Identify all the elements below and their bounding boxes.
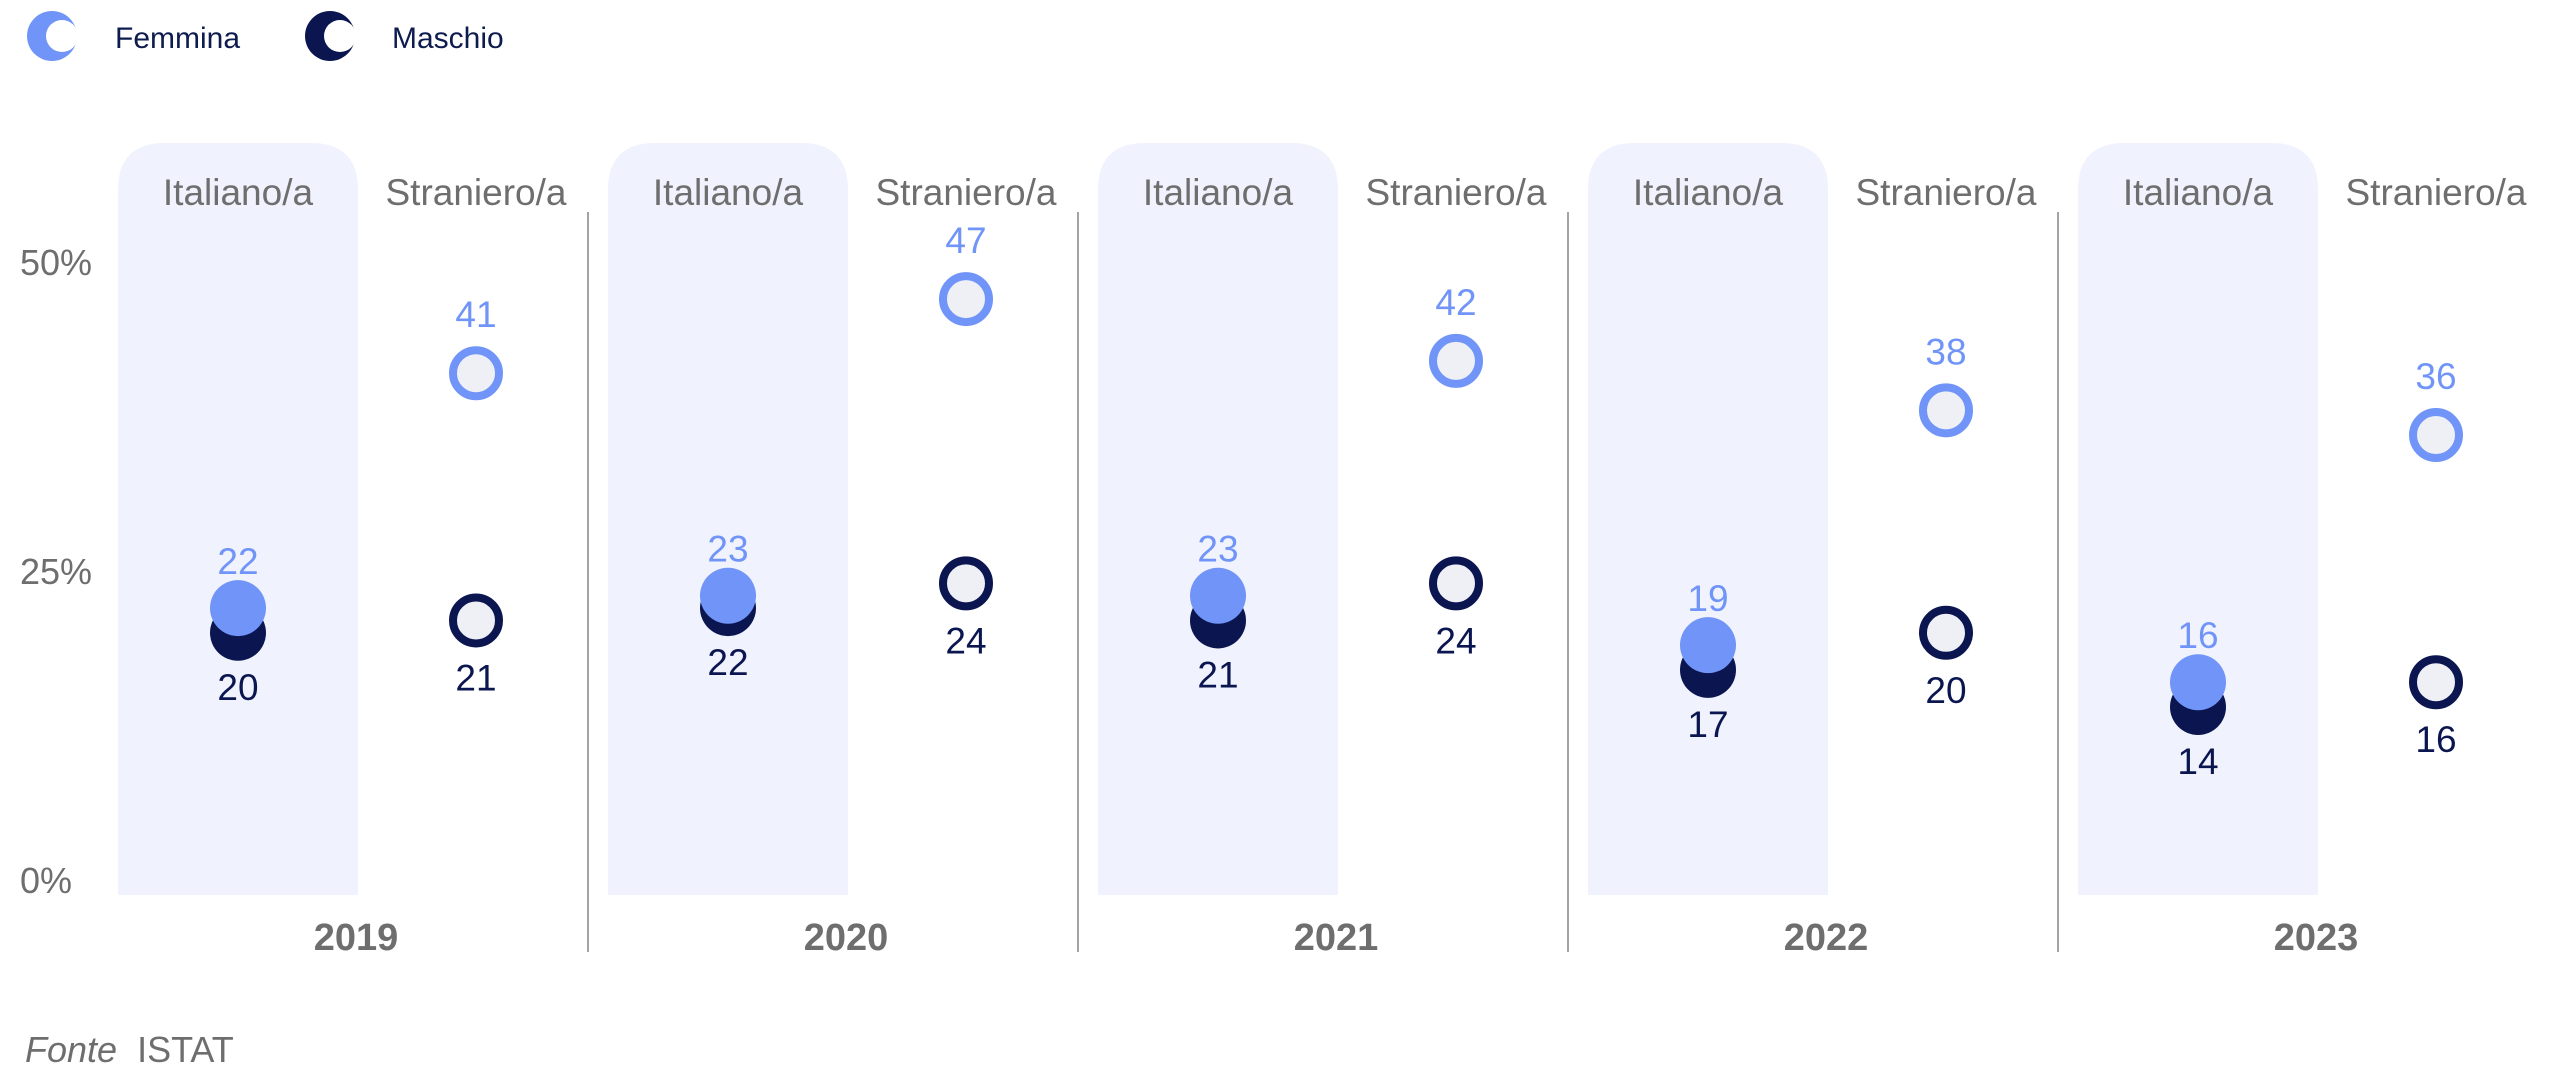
value-label-maschio-italiano-a-2022: 17 xyxy=(1687,704,1728,745)
band-2021 xyxy=(1098,143,1338,895)
marker-femmina-italiano-a-2020 xyxy=(700,567,756,624)
y-tick-label: 0% xyxy=(20,860,72,901)
marker-femmina-italiano-a-2019 xyxy=(210,580,266,637)
value-label-femmina-italiano-a-2021: 23 xyxy=(1197,529,1238,570)
marker-maschio-straniero-a-2019 xyxy=(449,593,503,648)
category-label-straniero-a-2022: Straniero/a xyxy=(1856,172,2037,213)
value-label-femmina-italiano-a-2022: 19 xyxy=(1687,578,1728,619)
value-label-femmina-italiano-a-2019: 22 xyxy=(217,541,258,582)
value-label-femmina-straniero-a-2021: 42 xyxy=(1435,282,1476,323)
marker-maschio-straniero-a-2021 xyxy=(1429,556,1483,611)
value-label-maschio-straniero-a-2019: 21 xyxy=(455,657,496,698)
band-2022 xyxy=(1588,143,1828,895)
marker-femmina-italiano-a-2023 xyxy=(2170,654,2226,711)
category-labels: Italiano/a Straniero/a Italiano/a Straniero… xyxy=(163,172,2527,213)
marker-femmina-italiano-a-2022 xyxy=(1680,617,1736,674)
category-bands xyxy=(118,143,2318,895)
value-label-femmina-straniero-a-2022: 38 xyxy=(1925,331,1966,372)
year-labels: 2019 2020 2021 2022 2023 xyxy=(314,917,2359,959)
category-label-italiano-a-2019: Italiano/a xyxy=(163,172,314,213)
marker-maschio-straniero-a-2020 xyxy=(939,556,993,611)
value-label-maschio-straniero-a-2022: 20 xyxy=(1925,670,1966,711)
value-labels: 22 20 41 21 23 22 47 24 23 21 42 24 19 17 38 20 16 14 36 16 xyxy=(217,220,2456,782)
category-label-italiano-a-2022: Italiano/a xyxy=(1633,172,1784,213)
year-label-2020: 2020 xyxy=(804,917,889,959)
year-label-2023: 2023 xyxy=(2274,917,2359,959)
legend-femmina-label: Femmina xyxy=(115,22,240,55)
legend: Femmina Maschio xyxy=(27,11,504,61)
source-note: Fonte ISTAT xyxy=(25,1029,234,1070)
value-label-femmina-straniero-a-2023: 36 xyxy=(2415,356,2456,397)
value-label-femmina-italiano-a-2023: 16 xyxy=(2177,615,2218,656)
category-label-straniero-a-2023: Straniero/a xyxy=(2346,172,2527,213)
data-markers xyxy=(210,272,2463,735)
source-prefix: Fonte xyxy=(25,1029,117,1070)
value-label-maschio-straniero-a-2020: 24 xyxy=(945,620,986,661)
category-label-straniero-a-2020: Straniero/a xyxy=(876,172,1057,213)
marker-femmina-straniero-a-2021 xyxy=(1429,333,1483,388)
year-label-2022: 2022 xyxy=(1784,917,1869,959)
year-label-2021: 2021 xyxy=(1294,917,1379,959)
value-label-femmina-straniero-a-2019: 41 xyxy=(455,294,496,335)
y-axis: 0% 25% 50% xyxy=(20,242,92,901)
y-tick-label: 50% xyxy=(20,242,92,283)
value-label-maschio-italiano-a-2021: 21 xyxy=(1197,654,1238,695)
source-name: ISTAT xyxy=(137,1029,234,1070)
category-label-straniero-a-2021: Straniero/a xyxy=(1366,172,1547,213)
marker-femmina-straniero-a-2023 xyxy=(2409,408,2463,463)
value-label-maschio-italiano-a-2019: 20 xyxy=(217,667,258,708)
value-label-maschio-straniero-a-2023: 16 xyxy=(2415,719,2456,760)
year-label-2019: 2019 xyxy=(314,917,399,959)
marker-femmina-straniero-a-2020 xyxy=(939,272,993,327)
value-label-maschio-straniero-a-2021: 24 xyxy=(1435,620,1476,661)
marker-maschio-straniero-a-2023 xyxy=(2409,655,2463,710)
y-tick-label: 25% xyxy=(20,551,92,592)
marker-femmina-straniero-a-2019 xyxy=(449,346,503,401)
category-label-italiano-a-2020: Italiano/a xyxy=(653,172,804,213)
category-label-italiano-a-2023: Italiano/a xyxy=(2123,172,2274,213)
year-separators xyxy=(587,212,2059,952)
band-2020 xyxy=(608,143,848,895)
value-label-maschio-italiano-a-2020: 22 xyxy=(707,642,748,683)
value-label-femmina-straniero-a-2020: 47 xyxy=(945,220,986,261)
value-label-maschio-italiano-a-2023: 14 xyxy=(2177,741,2218,782)
category-label-italiano-a-2021: Italiano/a xyxy=(1143,172,1294,213)
band-2019 xyxy=(118,143,358,895)
category-label-straniero-a-2019: Straniero/a xyxy=(386,172,567,213)
legend-femmina-swatch-inner xyxy=(46,20,78,52)
band-2023 xyxy=(2078,143,2318,895)
marker-femmina-straniero-a-2022 xyxy=(1919,383,1973,438)
legend-maschio-label: Maschio xyxy=(392,22,504,55)
marker-maschio-straniero-a-2022 xyxy=(1919,605,1973,660)
value-label-femmina-italiano-a-2020: 23 xyxy=(707,529,748,570)
marker-femmina-italiano-a-2021 xyxy=(1190,567,1246,624)
legend-maschio-swatch-inner xyxy=(324,20,356,52)
